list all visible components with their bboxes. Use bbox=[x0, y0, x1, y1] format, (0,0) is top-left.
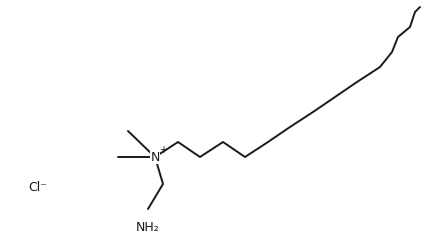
Text: NH₂: NH₂ bbox=[136, 220, 160, 234]
Text: N: N bbox=[150, 151, 160, 164]
Text: +: + bbox=[159, 144, 166, 154]
Text: Cl⁻: Cl⁻ bbox=[28, 181, 47, 194]
